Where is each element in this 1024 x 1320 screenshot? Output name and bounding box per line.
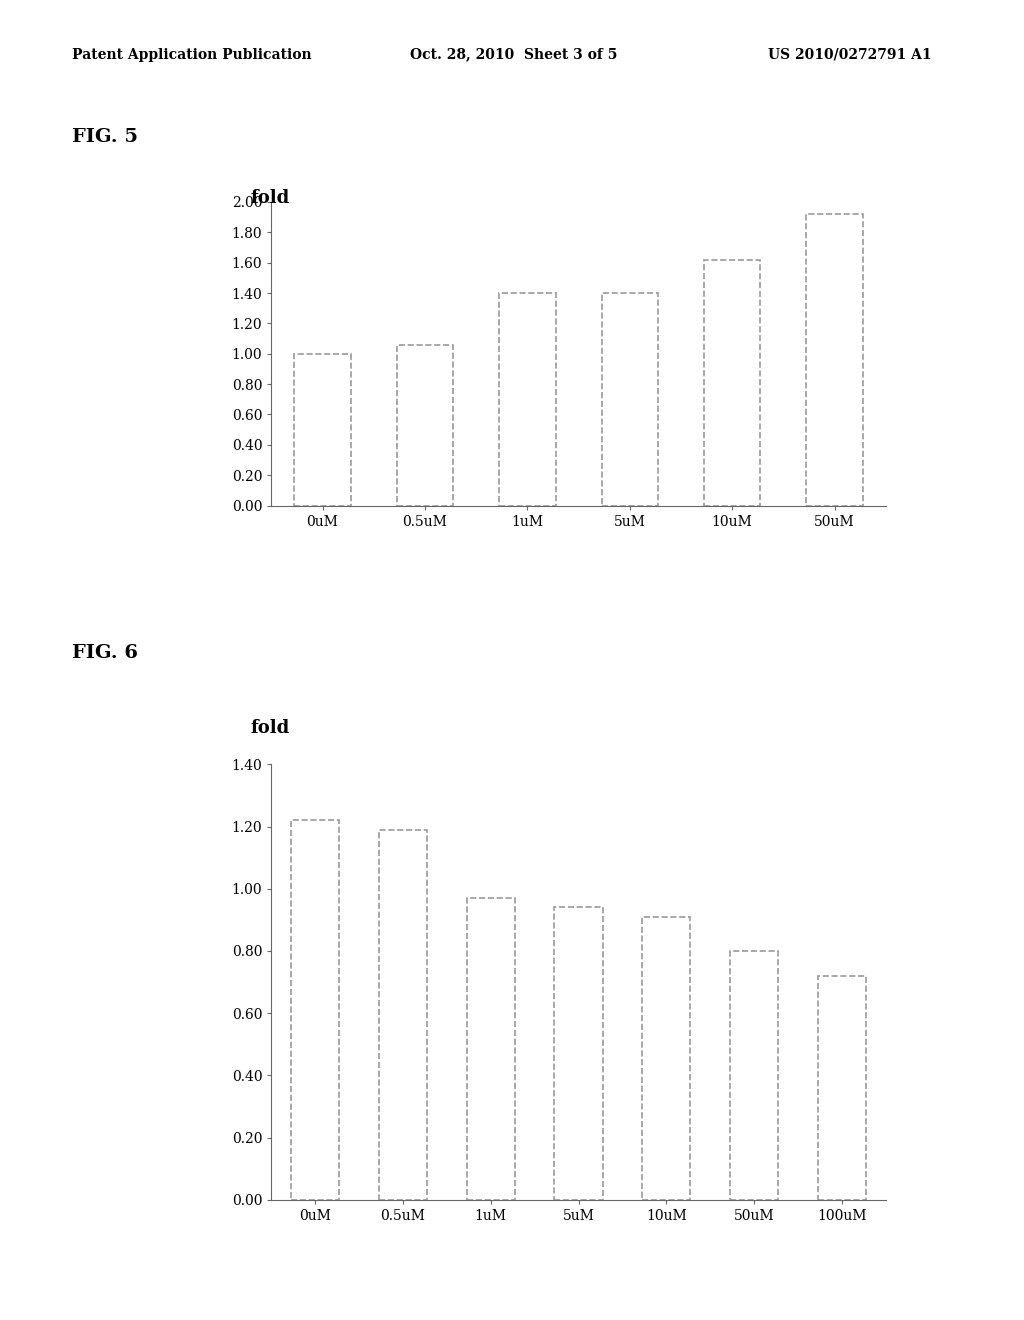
Text: fold: fold: [251, 719, 290, 738]
Bar: [397, 345, 453, 506]
Bar: [730, 950, 778, 1200]
Text: Patent Application Publication: Patent Application Publication: [72, 48, 311, 62]
Bar: [705, 260, 760, 506]
Bar: [818, 975, 866, 1200]
Text: Oct. 28, 2010  Sheet 3 of 5: Oct. 28, 2010 Sheet 3 of 5: [410, 48, 617, 62]
Text: FIG. 6: FIG. 6: [72, 644, 137, 663]
Bar: [291, 820, 339, 1200]
Text: fold: fold: [251, 189, 290, 207]
Bar: [379, 830, 427, 1200]
Bar: [295, 354, 350, 506]
Bar: [554, 907, 603, 1200]
Text: FIG. 5: FIG. 5: [72, 128, 137, 147]
Bar: [642, 916, 690, 1200]
Text: US 2010/0272791 A1: US 2010/0272791 A1: [768, 48, 932, 62]
Bar: [601, 293, 657, 506]
Bar: [467, 898, 515, 1200]
Bar: [806, 214, 862, 506]
Bar: [500, 293, 555, 506]
